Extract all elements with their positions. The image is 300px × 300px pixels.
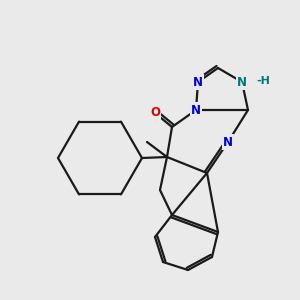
Text: O: O [150,106,160,119]
Text: N: N [191,103,201,116]
Text: N: N [237,76,247,88]
Text: N: N [223,136,233,148]
Text: -H: -H [256,76,270,86]
Text: N: N [193,76,203,88]
